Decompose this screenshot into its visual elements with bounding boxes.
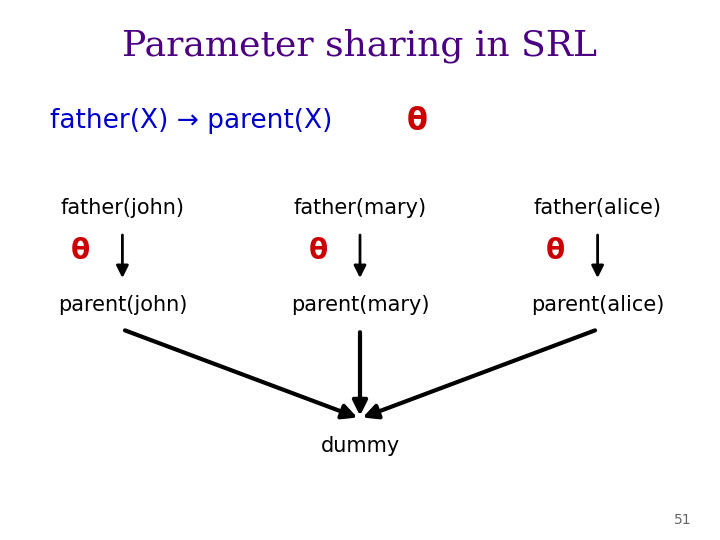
Text: θ: θ xyxy=(71,237,90,265)
Text: parent(alice): parent(alice) xyxy=(531,295,665,315)
Text: father(alice): father(alice) xyxy=(534,198,662,218)
Text: father(X) → parent(X): father(X) → parent(X) xyxy=(50,109,333,134)
Text: dummy: dummy xyxy=(320,435,400,456)
Text: 51: 51 xyxy=(674,512,691,526)
Text: parent(john): parent(john) xyxy=(58,295,187,315)
Text: θ: θ xyxy=(308,237,328,265)
Text: θ: θ xyxy=(546,237,565,265)
Text: θ: θ xyxy=(407,107,428,136)
Text: parent(mary): parent(mary) xyxy=(291,295,429,315)
Text: father(john): father(john) xyxy=(60,198,184,218)
Text: Parameter sharing in SRL: Parameter sharing in SRL xyxy=(122,29,598,63)
Text: father(mary): father(mary) xyxy=(294,198,426,218)
